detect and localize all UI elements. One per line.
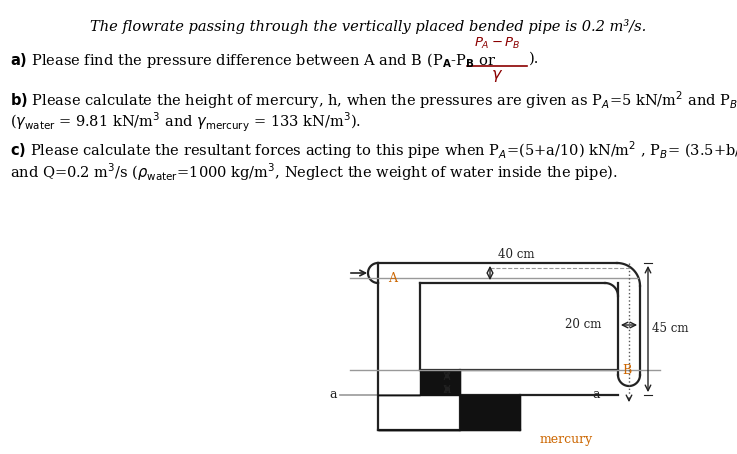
- Polygon shape: [378, 370, 460, 395]
- Text: $\mathbf{c)}$ Please calculate the resultant forces acting to this pipe when P$_: $\mathbf{c)}$ Please calculate the resul…: [10, 139, 737, 161]
- Text: 20 cm: 20 cm: [565, 319, 601, 331]
- Text: $\mathbf{a)}$ Please find the pressure difference between A and B (P$_\mathbf{A}: $\mathbf{a)}$ Please find the pressure d…: [10, 51, 496, 70]
- Text: mercury: mercury: [540, 434, 593, 446]
- Text: ($\gamma_\mathrm{water}$ = 9.81 kN/m$^3$ and $\gamma_\mathrm{mercury}$ = 133 kN/: ($\gamma_\mathrm{water}$ = 9.81 kN/m$^3$…: [10, 111, 361, 134]
- Text: $P_A - P_B$: $P_A - P_B$: [474, 36, 520, 51]
- Text: z: z: [444, 370, 450, 380]
- Text: A: A: [388, 271, 397, 285]
- Text: h: h: [444, 385, 450, 395]
- Text: $\gamma$: $\gamma$: [491, 67, 503, 84]
- Text: B: B: [622, 364, 632, 376]
- Text: and Q=0.2 m$^3$/s ($\rho_\mathrm{water}$=1000 kg/m$^3$, Neglect the weight of wa: and Q=0.2 m$^3$/s ($\rho_\mathrm{water}$…: [10, 161, 618, 183]
- Polygon shape: [378, 395, 520, 430]
- Text: 45 cm: 45 cm: [652, 322, 688, 336]
- Text: a: a: [329, 389, 337, 401]
- Text: 40 cm: 40 cm: [498, 248, 534, 261]
- Text: $\mathbf{b)}$ Please calculate the height of mercury, h, when the pressures are : $\mathbf{b)}$ Please calculate the heigh…: [10, 89, 737, 111]
- Text: The flowrate passing through the vertically placed bended pipe is 0.2 m³/s.: The flowrate passing through the vertica…: [90, 19, 646, 34]
- Text: ).: ).: [529, 52, 539, 66]
- Text: a: a: [592, 389, 599, 401]
